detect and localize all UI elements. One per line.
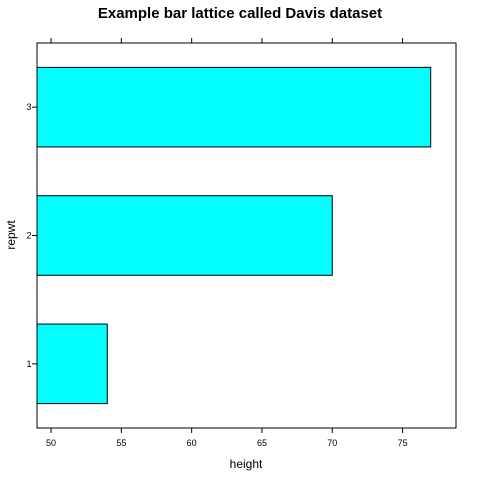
bar-2 [36, 195, 333, 276]
y-tick-label-2: 2 [26, 231, 31, 241]
y-axis-label: repwt [4, 220, 18, 250]
x-tick-label-50: 50 [46, 438, 56, 448]
x-axis-label: height [230, 457, 263, 471]
x-axis-top-ticks [50, 38, 404, 43]
x-axis-bottom-ticks: 50 55 60 65 70 75 [46, 428, 408, 448]
bars-layer [36, 66, 432, 405]
y-tick-label-3: 3 [26, 102, 31, 112]
x-tick-label-55: 55 [116, 438, 126, 448]
y-axis-ticks: 1 2 3 [26, 102, 37, 369]
bar-3 [36, 66, 432, 148]
x-tick-label-75: 75 [398, 438, 408, 448]
chart-title: Example bar lattice called Davis dataset [98, 5, 382, 22]
bar-1 [36, 323, 108, 405]
x-tick-label-65: 65 [257, 438, 267, 448]
y-tick-label-1: 1 [26, 359, 31, 369]
x-tick-label-60: 60 [187, 438, 197, 448]
x-tick-label-70: 70 [327, 438, 337, 448]
